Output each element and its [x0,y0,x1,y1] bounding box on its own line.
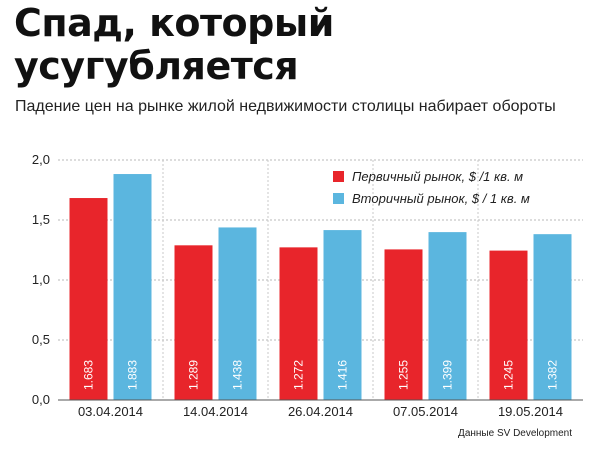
legend-swatch-primary [333,170,344,182]
legend-swatch-secondary [333,192,344,204]
bar-primary [279,247,318,400]
x-tick-label: 26.04.2014 [288,404,353,419]
y-tick-label: 0,0 [32,392,50,407]
bar-value-label: 1.245 [502,360,516,390]
legend-item-secondary: Вторичный рынок, $ / 1 кв. м [333,187,530,209]
bar-value-label: 1.438 [231,360,245,390]
bar-value-label: 1.255 [397,360,411,390]
chart-title-line-2: усугубляется [14,44,299,88]
legend-label-primary: Первичный рынок, $ /1 кв. м [352,168,524,184]
bar-value-label: 1.883 [126,360,140,390]
chart-legend: Первичный рынок, $ /1 кв. м Вторичный ры… [333,165,530,209]
bar-value-label: 1.382 [546,360,560,390]
bar-value-label: 1.289 [187,360,201,390]
bar-primary [384,249,423,400]
bar-primary [69,198,108,400]
bar-primary [489,250,528,400]
source-note: Данные SV Development [458,428,572,439]
bar-secondary [533,234,572,400]
bar-value-label: 1.272 [292,360,306,390]
bar-primary [174,245,213,400]
x-tick-label: 07.05.2014 [393,404,458,419]
x-tick-label: 19.05.2014 [498,404,563,419]
bar-secondary [218,227,257,400]
y-tick-label: 2,0 [32,152,50,167]
x-tick-label: 03.04.2014 [78,404,143,419]
bar-secondary [113,174,152,400]
chart-subtitle: Падение цен на рынке жилой недвижимости … [15,98,556,115]
bar-secondary [323,230,362,400]
bar-value-label: 1.683 [82,360,96,390]
legend-item-primary: Первичный рынок, $ /1 кв. м [333,165,530,187]
legend-label-secondary: Вторичный рынок, $ / 1 кв. м [352,190,530,206]
x-tick-label: 14.04.2014 [183,404,248,419]
chart-title: Спад, который усугубляется [14,2,334,88]
bar-value-label: 1.416 [336,360,350,390]
y-tick-label: 0,5 [32,332,50,347]
axes: 0,0 0,5 1,0 1,5 2,0 03.04.2014 14.04.2014 26.04… [32,152,583,419]
y-tick-label: 1,5 [32,212,50,227]
chart-title-line-1: Спад, который [14,1,334,45]
bar-value-label: 1.399 [441,360,455,390]
bar-secondary [428,232,467,400]
bars: 1.683 1.883 1.289 1.438 1.272 1.416 1.255 1.399… [69,174,572,400]
y-tick-label: 1,0 [32,272,50,287]
